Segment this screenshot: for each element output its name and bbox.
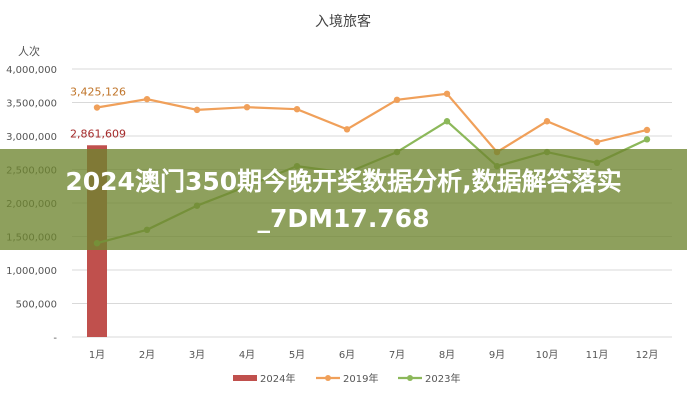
- legend-label: 2019年: [343, 372, 378, 385]
- point-2019年: [393, 96, 401, 104]
- overlay-title: 2024澳门350期今晚开奖数据分析,数据解答落实_7DM17.768: [65, 166, 622, 233]
- point-2023年: [443, 118, 451, 125]
- point-2019年: [143, 95, 151, 103]
- y-tick-label: 4,000,000: [6, 65, 57, 76]
- point-2019年: [343, 126, 351, 133]
- legend-marker: [407, 375, 413, 381]
- y-tick-label: 3,500,000: [6, 99, 57, 110]
- point-2023年: [643, 136, 651, 143]
- point-2019年: [193, 106, 201, 114]
- legend-label: 2024年: [260, 372, 295, 385]
- y-axis-label: 人次: [18, 44, 40, 58]
- x-tick-label: 10月: [536, 349, 559, 361]
- x-tick-label: 5月: [289, 349, 305, 361]
- legend-marker: [325, 375, 331, 381]
- point-2019年: [443, 90, 451, 97]
- legend-swatch: [233, 375, 257, 381]
- data-label-2024: 2,861,609: [70, 127, 126, 140]
- x-tick-label: 3月: [189, 349, 205, 361]
- point-2019年: [243, 103, 251, 111]
- overlay-banner: 2024澳门350期今晚开奖数据分析,数据解答落实_7DM17.768: [0, 149, 687, 250]
- y-tick-label: -: [53, 333, 57, 344]
- y-tick-label: 1,000,000: [6, 266, 57, 277]
- x-tick-label: 6月: [339, 349, 355, 361]
- chart-title: 入境旅客: [315, 13, 371, 30]
- x-tick-label: 1月: [89, 349, 105, 361]
- point-2019年: [93, 104, 101, 111]
- x-tick-label: 9月: [489, 349, 505, 361]
- x-tick-label: 12月: [636, 349, 659, 361]
- point-2019年: [293, 106, 301, 113]
- y-tick-label: 3,000,000: [6, 132, 57, 143]
- line-2019年: [96, 92, 648, 154]
- point-2019年: [543, 118, 551, 125]
- x-tick-label: 8月: [439, 349, 455, 361]
- point-2019年: [643, 126, 651, 134]
- legend-label: 2023年: [425, 372, 460, 385]
- data-label-2019: 3,425,126: [70, 86, 126, 99]
- x-tick-label: 11月: [586, 349, 609, 361]
- x-tick-label: 7月: [389, 349, 405, 361]
- point-2019年: [593, 138, 601, 146]
- x-tick-label: 4月: [239, 349, 255, 361]
- y-tick-label: 500,000: [16, 300, 57, 311]
- x-tick-label: 2月: [139, 349, 155, 361]
